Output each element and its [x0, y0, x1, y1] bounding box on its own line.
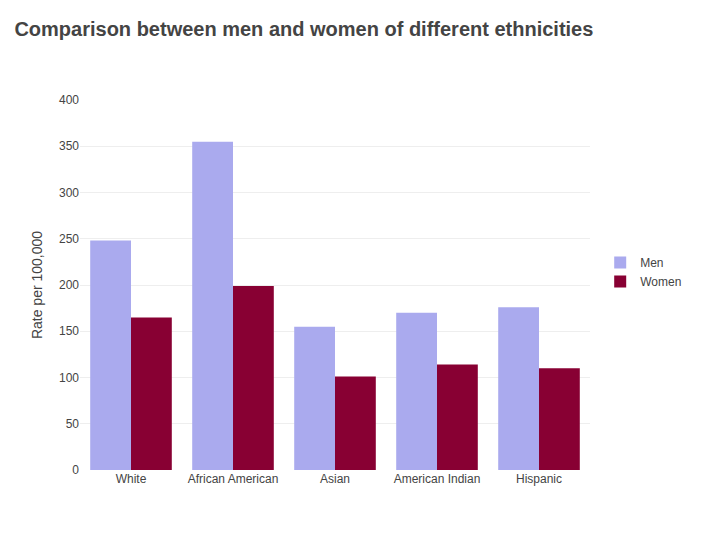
svg-text:400: 400 [59, 93, 79, 107]
svg-text:White: White [116, 472, 147, 486]
svg-text:American Indian: American Indian [394, 472, 481, 486]
svg-text:300: 300 [59, 186, 79, 200]
svg-text:Asian: Asian [320, 472, 350, 486]
svg-text:100: 100 [59, 371, 79, 385]
svg-text:50: 50 [66, 417, 80, 431]
svg-text:150: 150 [59, 324, 79, 338]
svg-text:Women: Women [640, 275, 681, 289]
svg-text:0: 0 [72, 463, 79, 477]
svg-text:Men: Men [640, 256, 663, 270]
svg-text:African American: African American [188, 472, 279, 486]
svg-text:350: 350 [59, 139, 79, 153]
svg-text:250: 250 [59, 232, 79, 246]
svg-text:Rate per 100,000: Rate per 100,000 [29, 231, 45, 339]
svg-text:Comparison between men and wom: Comparison between men and women of diff… [14, 18, 593, 40]
svg-text:Hispanic: Hispanic [516, 472, 562, 486]
svg-text:200: 200 [59, 278, 79, 292]
